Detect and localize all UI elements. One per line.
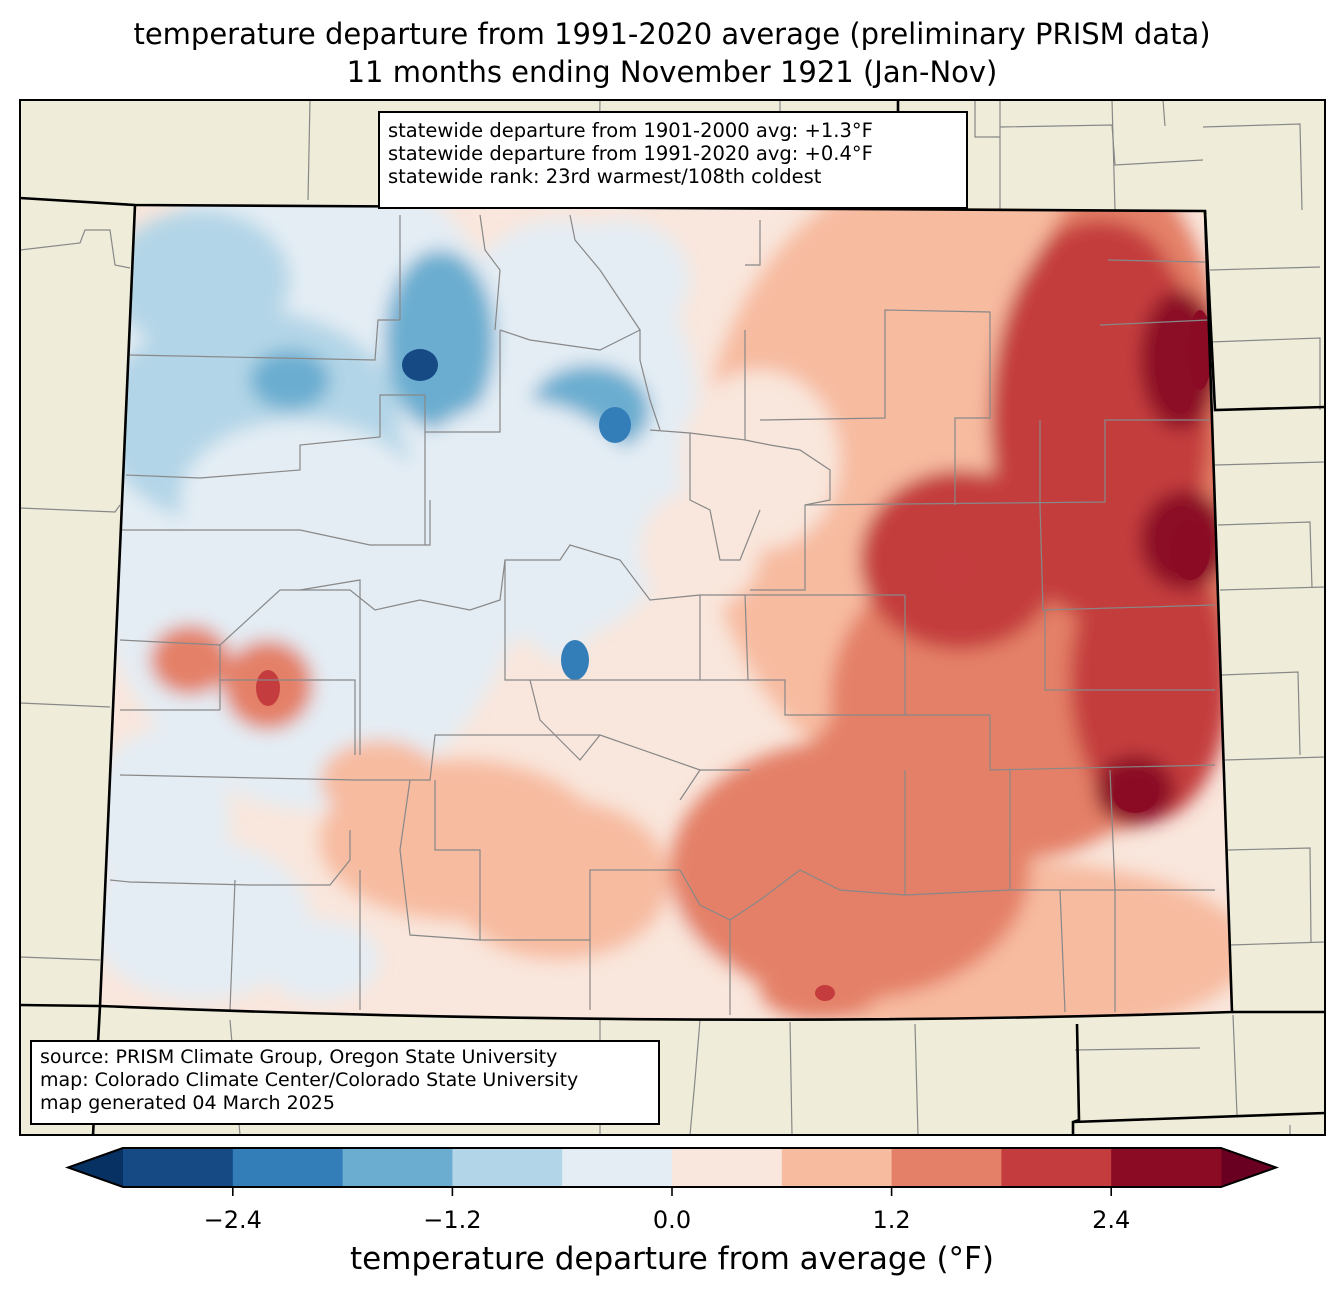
colorbar	[65, 1147, 1279, 1196]
field-region-southwest	[100, 840, 310, 1000]
field-region-san-luis-valley	[450, 800, 670, 960]
field-region-east-central-plains	[1070, 540, 1230, 820]
field-region-central-mountains	[370, 590, 490, 710]
source-box: source: PRISM Climate Group, Oregon Stat…	[30, 1040, 660, 1125]
field-core	[937, 550, 973, 590]
colorbar-tick-label: 2.4	[1092, 1206, 1131, 1234]
colorbar-segment	[232, 1148, 344, 1187]
map-credit-line: map: Colorado Climate Center/Colorado St…	[40, 1069, 579, 1091]
colorbar-segment	[672, 1148, 783, 1187]
field-core	[402, 349, 438, 381]
field-region-southwest	[260, 920, 380, 1000]
field-region-north-central-mountains	[385, 250, 495, 430]
statewide-stats-box: statewide departure from 1901-2000 avg: …	[378, 111, 968, 209]
colorbar-segment	[562, 1148, 673, 1187]
field-region-southwest	[525, 560, 595, 660]
colorbar-tick-label: −1.2	[423, 1206, 482, 1234]
field-region-west-slope-valleys	[150, 625, 230, 695]
colorbar-under-extension	[68, 1148, 123, 1187]
colorbar-segment	[1111, 1148, 1222, 1187]
stat-departure-1901-2000: statewide departure from 1901-2000 avg: …	[388, 119, 873, 142]
generated-date-line: map generated 04 March 2025	[40, 1092, 335, 1114]
colorbar-segment	[781, 1148, 893, 1187]
field-core	[815, 985, 835, 1001]
colorbar-segment	[452, 1148, 563, 1187]
field-region-central-mountains	[180, 420, 420, 580]
colorbar-segment	[1001, 1148, 1112, 1187]
source-line: source: PRISM Climate Group, Oregon Stat…	[40, 1046, 558, 1068]
colorbar-segment	[891, 1148, 1002, 1187]
field-region-north-central-mountains	[250, 350, 330, 410]
field-core	[1170, 520, 1210, 580]
colorbar-outline	[65, 1147, 1279, 1188]
colorbar-segment	[123, 1148, 234, 1187]
field-region-east-central-plains	[1030, 220, 1170, 340]
map-frame	[19, 99, 1326, 1136]
field-region-northwest-mountains	[110, 210, 290, 350]
field-core	[256, 670, 280, 706]
field-core	[1113, 777, 1157, 813]
colorbar-tick-label: −2.4	[203, 1206, 262, 1234]
temperature-field	[100, 205, 1232, 1020]
field-region-front-range	[640, 490, 760, 610]
colorbar-label: temperature departure from average (°F)	[350, 1241, 994, 1277]
colorbar-tick-label: 1.2	[872, 1206, 911, 1234]
field-core	[1188, 310, 1212, 390]
field-region-central-mountains	[550, 220, 690, 340]
colorbar-tick-label: 0.0	[652, 1206, 692, 1234]
field-core	[561, 640, 589, 680]
colorbar-segment	[342, 1148, 453, 1187]
field-region-southeast-plains	[810, 710, 930, 810]
county-lines	[109, 214, 1216, 1015]
map-subtitle: 11 months ending November 1921 (Jan-Nov)	[346, 55, 998, 89]
stat-departure-1991-2020: statewide departure from 1991-2020 avg: …	[388, 142, 873, 165]
map-title: temperature departure from 1991-2020 ave…	[133, 17, 1211, 51]
stat-rank: statewide rank: 23rd warmest/108th colde…	[388, 165, 822, 188]
field-core	[599, 407, 631, 443]
colorbar-over-extension	[1221, 1148, 1276, 1187]
